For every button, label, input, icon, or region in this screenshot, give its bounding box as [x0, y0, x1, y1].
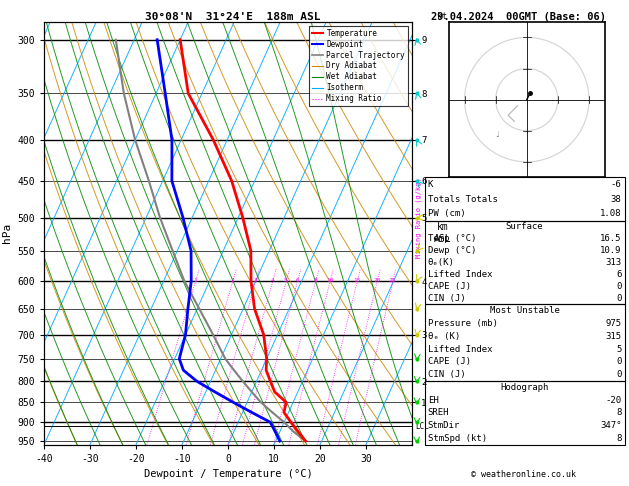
Text: 3: 3 [253, 278, 257, 283]
Text: 1: 1 [193, 278, 197, 283]
Text: Mixing Ratio (g/kg): Mixing Ratio (g/kg) [416, 177, 422, 258]
Text: Surface: Surface [506, 222, 543, 231]
Text: 0: 0 [616, 370, 621, 379]
Text: 4: 4 [270, 278, 274, 283]
Text: 2: 2 [230, 278, 234, 283]
Text: 0: 0 [616, 294, 621, 303]
Legend: Temperature, Dewpoint, Parcel Trajectory, Dry Adiabat, Wet Adiabat, Isotherm, Mi: Temperature, Dewpoint, Parcel Trajectory… [309, 26, 408, 106]
Text: Lifted Index: Lifted Index [428, 270, 493, 279]
Text: 29.04.2024  00GMT (Base: 06): 29.04.2024 00GMT (Base: 06) [431, 12, 606, 22]
Text: ♩: ♩ [496, 130, 499, 139]
Text: CAPE (J): CAPE (J) [428, 358, 470, 366]
Text: 347°: 347° [600, 421, 621, 430]
Text: Hodograph: Hodograph [501, 383, 548, 392]
Text: 30°08'N  31°24'E  188m ASL: 30°08'N 31°24'E 188m ASL [145, 12, 321, 22]
Text: 975: 975 [605, 319, 621, 328]
Text: 313: 313 [605, 258, 621, 267]
Text: CIN (J): CIN (J) [428, 294, 465, 303]
Text: K: K [428, 180, 433, 189]
Text: Pressure (mb): Pressure (mb) [428, 319, 498, 328]
Text: StmSpd (kt): StmSpd (kt) [428, 434, 487, 443]
Text: CIN (J): CIN (J) [428, 370, 465, 379]
Text: CAPE (J): CAPE (J) [428, 282, 470, 291]
Text: 315: 315 [605, 332, 621, 341]
Y-axis label: km
ASL: km ASL [434, 223, 452, 244]
Text: 0: 0 [616, 358, 621, 366]
Text: 15: 15 [353, 278, 360, 283]
Text: 25: 25 [389, 278, 396, 283]
Text: kt: kt [437, 12, 447, 21]
Text: Temp (°C): Temp (°C) [428, 234, 476, 243]
Text: Most Unstable: Most Unstable [489, 306, 560, 315]
Text: 20: 20 [373, 278, 381, 283]
Text: 6: 6 [616, 270, 621, 279]
Text: 16.5: 16.5 [600, 234, 621, 243]
Text: 8: 8 [616, 408, 621, 417]
Text: -20: -20 [605, 396, 621, 405]
Text: 0: 0 [616, 282, 621, 291]
Text: SREH: SREH [428, 408, 449, 417]
Text: 38: 38 [611, 194, 621, 204]
Text: 5: 5 [284, 278, 287, 283]
Text: © weatheronline.co.uk: © weatheronline.co.uk [471, 469, 576, 479]
Text: StmDir: StmDir [428, 421, 460, 430]
Text: θₑ (K): θₑ (K) [428, 332, 460, 341]
Text: Lifted Index: Lifted Index [428, 345, 493, 354]
Text: 5: 5 [616, 345, 621, 354]
Text: 10.9: 10.9 [600, 246, 621, 255]
Text: 8: 8 [313, 278, 317, 283]
Text: Totals Totals: Totals Totals [428, 194, 498, 204]
Text: 6: 6 [295, 278, 299, 283]
Text: 8: 8 [616, 434, 621, 443]
Text: θₑ(K): θₑ(K) [428, 258, 455, 267]
Text: 1.08: 1.08 [600, 209, 621, 218]
Text: -6: -6 [611, 180, 621, 189]
Text: 10: 10 [326, 278, 333, 283]
X-axis label: Dewpoint / Temperature (°C): Dewpoint / Temperature (°C) [143, 469, 313, 479]
Text: PW (cm): PW (cm) [428, 209, 465, 218]
Text: LCL: LCL [416, 421, 430, 431]
Text: Dewp (°C): Dewp (°C) [428, 246, 476, 255]
Text: EH: EH [428, 396, 438, 405]
Y-axis label: hPa: hPa [2, 223, 12, 243]
